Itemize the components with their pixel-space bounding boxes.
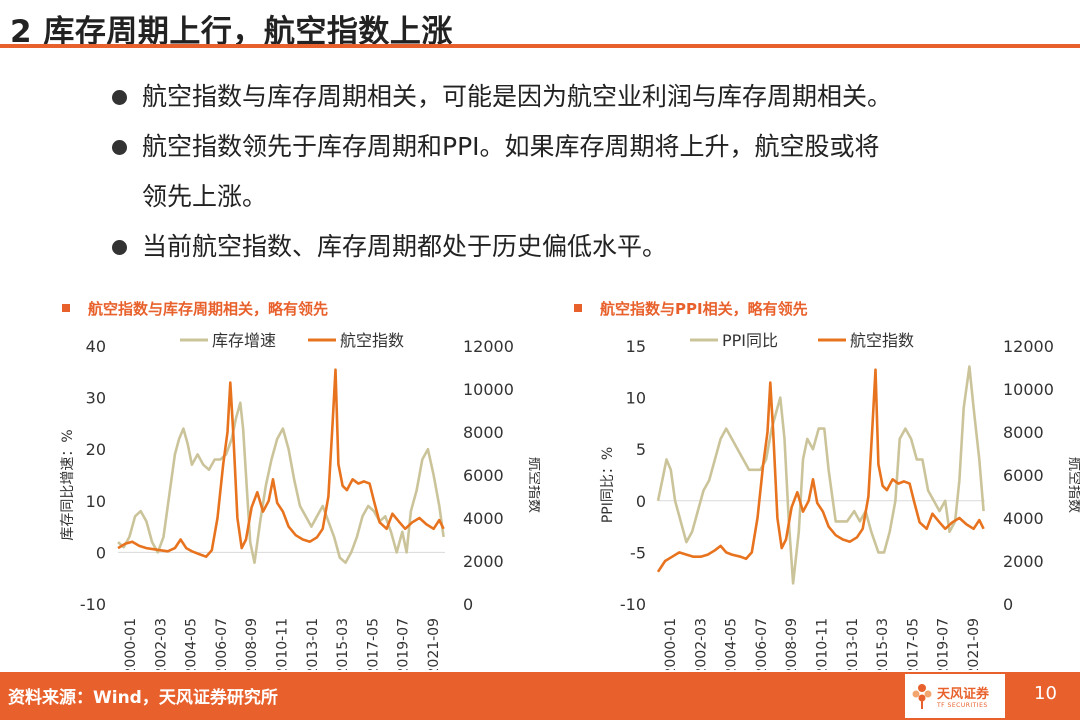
y-right-tick-label: 10000	[463, 380, 514, 399]
legend-label: 库存增速	[212, 331, 276, 350]
square-bullet-icon	[62, 303, 70, 312]
series-line-left	[117, 401, 445, 564]
y-left-tick-label: 20	[86, 440, 106, 459]
x-tick-label: 2006-07	[754, 618, 770, 670]
y-right-tick-label: 0	[463, 595, 473, 614]
y-right-tick-label: 2000	[463, 552, 504, 571]
footer-bar: 资料来源：Wind，天风证券研究所 天风证券 TF SECURITIES 10	[0, 672, 1080, 720]
y-right-tick-label: 8000	[463, 423, 504, 442]
bullet-list: 航空指数与库存周期相关，可能是因为航空业利润与库存周期相关。 航空指数领先于库存…	[112, 72, 1032, 272]
x-tick-label: 2000-01	[123, 618, 139, 670]
y-right-tick-label: 10000	[1003, 380, 1054, 399]
y-left-tick-label: 10	[86, 492, 106, 511]
y-left-tick-label: -5	[630, 543, 646, 562]
y-left-tick-label: 10	[626, 389, 646, 408]
x-tick-label: 2015-03	[335, 618, 351, 670]
x-tick-label: 2021-09	[966, 618, 982, 670]
y-left-tick-label: 0	[636, 492, 646, 511]
bullet-item: 航空指数与库存周期相关，可能是因为航空业利润与库存周期相关。	[112, 72, 1032, 122]
chart-title-text: 航空指数与PPI相关，略有领先	[600, 300, 808, 318]
x-tick-label: 2010-11	[815, 618, 831, 670]
legend-label: 航空指数	[850, 331, 914, 350]
y-left-axis-label: 库存同比增速：%	[60, 429, 76, 540]
y-right-tick-label: 2000	[1003, 552, 1044, 571]
x-tick-label: 2013-01	[845, 618, 861, 670]
x-tick-label: 2015-03	[875, 618, 891, 670]
legend-label: 航空指数	[340, 331, 404, 350]
series-line-right	[117, 368, 445, 558]
title-rule	[0, 44, 1080, 48]
bullet-continuation: 领先上涨。	[112, 172, 1032, 222]
y-right-tick-label: 4000	[1003, 509, 1044, 528]
x-tick-label: 2008-09	[784, 618, 800, 670]
series-line-left	[656, 365, 985, 585]
x-tick-label: 2010-11	[275, 618, 291, 670]
company-logo: 天风证券 TF SECURITIES	[905, 674, 1005, 718]
y-right-tick-label: 8000	[1003, 423, 1044, 442]
x-tick-label: 2000-01	[663, 618, 679, 670]
y-left-tick-label: 40	[86, 337, 106, 356]
bullet-text: 航空指数与库存周期相关，可能是因为航空业利润与库存周期相关。	[142, 82, 893, 111]
x-tick-label: 2019-07	[936, 618, 952, 670]
series-line-right	[656, 368, 985, 573]
x-tick-label: 2017-05	[905, 618, 921, 670]
bullet-dot-icon	[112, 140, 127, 155]
source-note: 资料来源：Wind，天风证券研究所	[8, 688, 278, 708]
x-tick-label: 2006-07	[214, 618, 230, 670]
bullet-item: 当前航空指数、库存周期都处于历史偏低水平。	[112, 222, 1032, 272]
y-left-tick-label: 30	[86, 389, 106, 408]
y-left-tick-label: 0	[96, 543, 106, 562]
y-left-tick-label: -10	[80, 595, 106, 614]
bullet-text: 领先上涨。	[142, 182, 268, 211]
y-right-axis-label: 航空指数	[526, 457, 540, 513]
y-left-tick-label: 5	[636, 440, 646, 459]
x-tick-label: 2004-05	[184, 618, 200, 670]
bullet-text: 航空指数领先于库存周期和PPI。如果库存周期将上升，航空股或将	[142, 132, 880, 161]
y-right-axis-label: 航空指数	[1066, 457, 1080, 513]
y-right-tick-label: 12000	[463, 337, 514, 356]
x-tick-label: 2017-05	[365, 618, 381, 670]
x-tick-label: 2019-07	[396, 618, 412, 670]
y-right-tick-label: 12000	[1003, 337, 1054, 356]
y-left-tick-label: -10	[620, 595, 646, 614]
chart-title-ppi: 航空指数与PPI相关，略有领先	[574, 298, 808, 319]
chart-ppi-vs-airline: -10 -5 0 5 10 15 0 2000 4000 6000 8000 10000 12000 20…	[600, 331, 1080, 670]
bullet-dot-icon	[112, 240, 127, 255]
y-right-tick-label: 0	[1003, 595, 1013, 614]
x-tick-label: 2004-05	[724, 618, 740, 670]
square-bullet-icon	[574, 303, 582, 312]
x-tick-label: 2002-03	[153, 618, 169, 670]
x-tick-label: 2002-03	[693, 618, 709, 670]
y-left-axis-label: PPI同比：%	[600, 447, 616, 523]
chart-title-inventory: 航空指数与库存周期相关，略有领先	[62, 298, 328, 319]
logo-subtext: TF SECURITIES	[937, 702, 988, 709]
bullet-dot-icon	[112, 90, 127, 105]
y-right-tick-label: 6000	[463, 466, 504, 485]
x-tick-label: 2008-09	[244, 618, 260, 670]
logo-text: 天风证券	[937, 687, 990, 702]
legend-label: PPI同比	[722, 331, 778, 350]
bullet-text: 当前航空指数、库存周期都处于历史偏低水平。	[142, 232, 668, 261]
x-tick-label: 2021-09	[426, 618, 442, 670]
y-right-tick-label: 4000	[463, 509, 504, 528]
bullet-item: 航空指数领先于库存周期和PPI。如果库存周期将上升，航空股或将	[112, 122, 1032, 172]
x-tick-label: 2013-01	[305, 618, 321, 670]
chart-inventory-vs-airline: -10 0 10 20 30 40 0 2000 4000 6000 8000 10000 12000 2…	[60, 331, 540, 670]
tf-flower-icon	[912, 684, 932, 709]
y-left-tick-label: 15	[626, 337, 646, 356]
y-right-tick-label: 6000	[1003, 466, 1044, 485]
page-number: 10	[1034, 683, 1057, 704]
chart-title-text: 航空指数与库存周期相关，略有领先	[88, 300, 329, 318]
